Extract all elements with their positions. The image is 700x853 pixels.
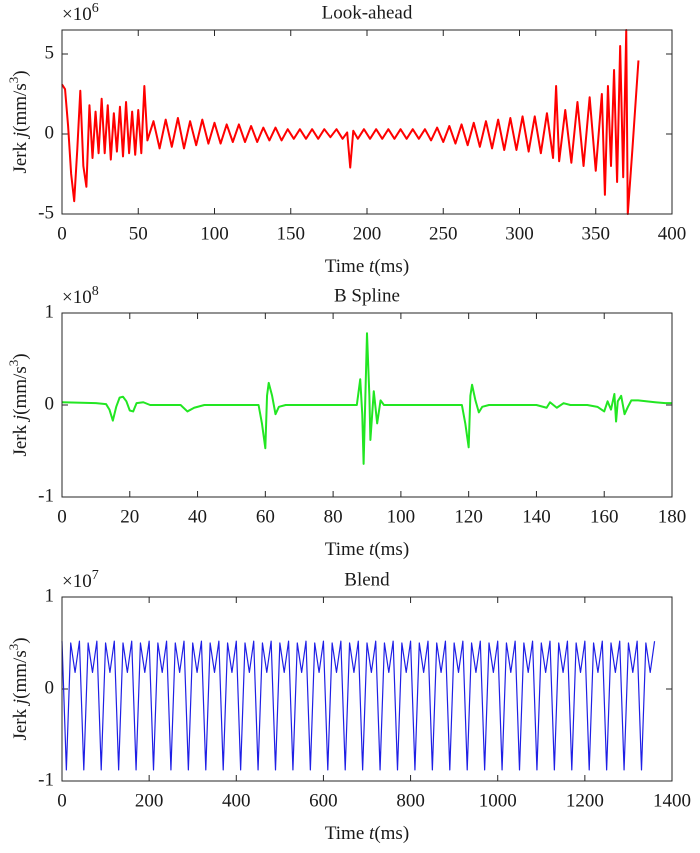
x-tick-label: 250	[429, 223, 458, 244]
x-tick-label: 800	[396, 790, 425, 811]
x-tick-label: 400	[658, 223, 687, 244]
axes-frame	[61, 29, 673, 215]
x-tick-label: 200	[135, 790, 164, 811]
y-axis-label: Jerk j(mm/s3)	[6, 353, 31, 456]
x-tick-label: 1200	[566, 790, 604, 811]
y-tick-label: 1	[45, 585, 55, 606]
y-tick-label: -1	[38, 769, 54, 790]
y-axis-label: Jerk j(mm/s3)	[6, 637, 31, 740]
axes-frame	[61, 596, 673, 782]
x-axis-label-part: (ms)	[374, 256, 409, 277]
x-axis-label-part: Time	[325, 256, 369, 277]
y-axis-label-part: (mm/s	[10, 83, 31, 132]
x-tick-label: 0	[57, 790, 67, 811]
x-axis-label: Time t(ms)	[325, 539, 409, 560]
y-tick-label: -5	[38, 202, 54, 223]
x-tick-label: 0	[57, 223, 67, 244]
y-tick-label: 0	[45, 677, 55, 698]
axis-multiplier: ×106	[62, 1, 99, 25]
y-tick-label: -1	[38, 485, 54, 506]
y-axis-label-part: j	[10, 132, 31, 140]
x-tick-label: 1000	[479, 790, 517, 811]
axes-frame	[61, 312, 673, 498]
y-tick-label: 5	[45, 42, 55, 63]
data-line	[61, 29, 640, 215]
y-axis-label-part: j	[10, 415, 31, 423]
y-axis-label-part: Jerk	[10, 420, 31, 456]
data-line	[61, 640, 656, 771]
y-axis-label: Jerk j(mm/s3)	[6, 70, 31, 173]
multiplier-exponent: 7	[92, 568, 99, 583]
x-tick-label: 40	[188, 506, 207, 527]
axis-multiplier: ×108	[62, 284, 99, 308]
multiplier-base: ×10	[62, 287, 92, 308]
y-axis-label-part: j	[10, 699, 31, 707]
x-tick-label: 100	[387, 506, 416, 527]
subplot-title: B Spline	[334, 285, 400, 306]
subplot-title: Look-ahead	[322, 2, 413, 23]
y-axis-label-part: Jerk	[10, 137, 31, 173]
x-tick-label: 180	[658, 506, 687, 527]
y-axis-label-part: )	[10, 637, 31, 643]
x-axis-label-part: t	[369, 823, 375, 844]
x-tick-label: 300	[505, 223, 534, 244]
y-axis-label-part: 3	[6, 360, 21, 367]
x-axis-label-part: Time	[325, 823, 369, 844]
x-tick-label: 0	[57, 506, 67, 527]
y-tick-label: 0	[45, 122, 55, 143]
y-axis-label-part: 3	[6, 77, 21, 84]
multiplier-base: ×10	[62, 571, 92, 592]
y-tick-label: 0	[45, 393, 55, 414]
multiplier-exponent: 6	[92, 1, 99, 16]
x-axis-label-part: t	[369, 539, 375, 560]
y-axis-label-part: )	[10, 70, 31, 76]
axis-multiplier: ×107	[62, 568, 99, 592]
x-axis-label: Time t(ms)	[325, 823, 409, 844]
y-axis-label-part: (mm/s	[10, 650, 31, 699]
x-tick-label: 50	[129, 223, 148, 244]
subplot-title: Blend	[344, 569, 390, 590]
x-tick-label: 120	[454, 506, 483, 527]
x-axis-label-part: Time	[325, 539, 369, 560]
x-axis-label: Time t(ms)	[325, 256, 409, 277]
multiplier-base: ×10	[62, 4, 92, 25]
y-axis-label-part: (mm/s	[10, 366, 31, 415]
multiplier-exponent: 8	[92, 284, 99, 299]
x-tick-label: 160	[590, 506, 619, 527]
y-axis-label-part: 3	[6, 644, 21, 651]
x-axis-label-part: t	[369, 256, 375, 277]
x-axis-label-part: (ms)	[374, 539, 409, 560]
data-line	[61, 332, 672, 465]
x-tick-label: 400	[222, 790, 251, 811]
x-tick-label: 1400	[653, 790, 691, 811]
y-axis-label-part: Jerk	[10, 704, 31, 740]
x-tick-label: 20	[120, 506, 139, 527]
x-tick-label: 350	[582, 223, 611, 244]
x-axis-label-part: (ms)	[374, 823, 409, 844]
x-tick-label: 600	[309, 790, 338, 811]
x-tick-label: 100	[200, 223, 229, 244]
x-tick-label: 150	[277, 223, 306, 244]
x-tick-label: 60	[256, 506, 275, 527]
y-axis-label-part: )	[10, 353, 31, 359]
x-tick-label: 200	[353, 223, 382, 244]
x-tick-label: 80	[324, 506, 343, 527]
y-tick-label: 1	[45, 301, 55, 322]
x-tick-label: 140	[522, 506, 551, 527]
